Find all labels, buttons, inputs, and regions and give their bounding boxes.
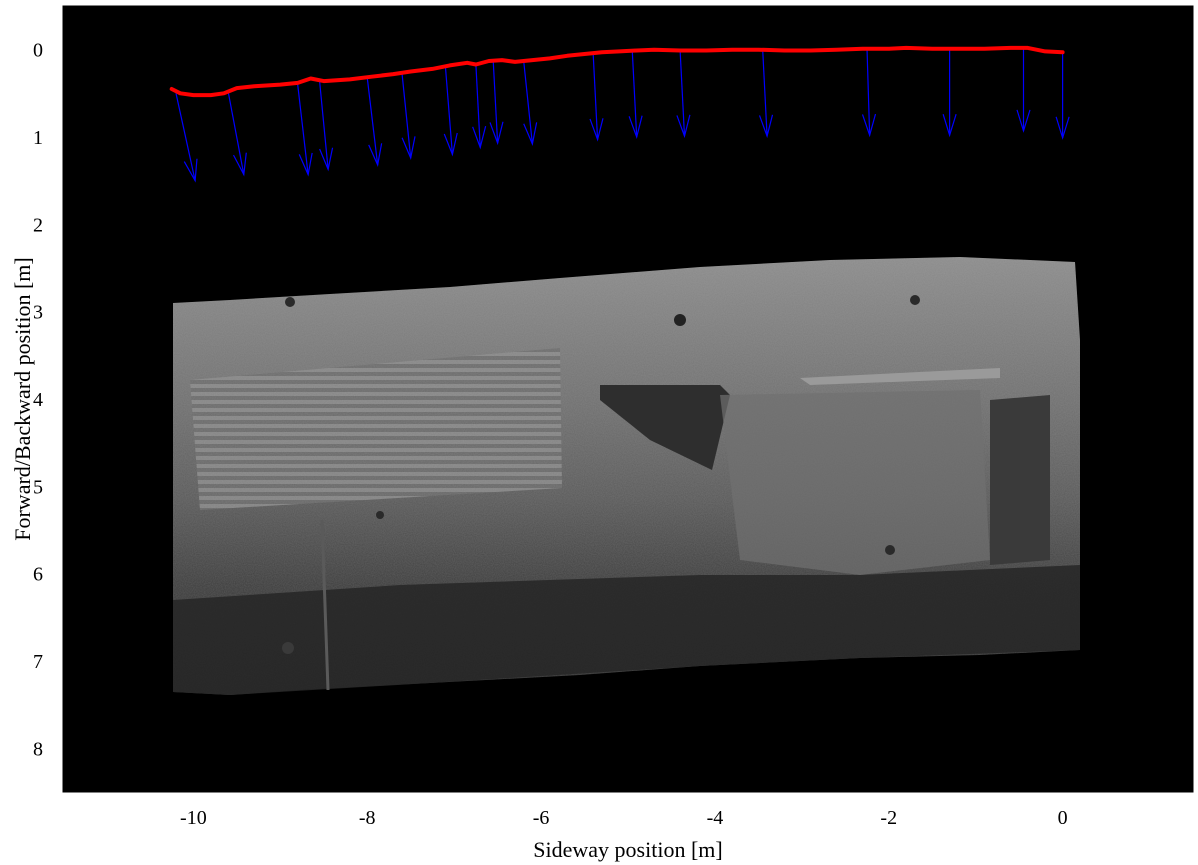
quiver-arrow [758, 50, 774, 139]
sonar-mosaic-image [173, 257, 1080, 695]
quiver-arrow [401, 73, 416, 160]
quiver-arrow [1055, 52, 1070, 140]
y-axis-label: Forward/Backward position [m] [10, 257, 35, 541]
y-tick-label: 7 [33, 651, 43, 673]
y-tick-label: 1 [33, 127, 43, 149]
y-tick-label: 0 [33, 40, 43, 62]
x-tick-label: -4 [707, 807, 724, 829]
quiver-series [175, 47, 1070, 183]
trajectory-series [169, 45, 1065, 98]
quiver-arrow [227, 91, 247, 177]
quiver-arrow [297, 84, 313, 177]
quiver-arrow [472, 64, 487, 150]
y-axis-ticks: 0 1 2 3 4 5 6 7 8 [33, 40, 1193, 760]
x-axis-ticks: -10 -8 -6 -4 -2 0 [180, 6, 1068, 829]
quiver-arrow [175, 93, 198, 183]
quiver-arrow [676, 51, 691, 139]
quiver-arrow [489, 61, 504, 146]
x-tick-label: -2 [880, 807, 897, 829]
y-tick-label: 2 [33, 214, 43, 236]
quiver-arrow [1016, 47, 1031, 133]
y-tick-label: 6 [33, 564, 43, 586]
x-axis-label: Sideway position [m] [533, 837, 722, 862]
quiver-arrow [443, 67, 458, 157]
x-tick-label: -6 [533, 807, 550, 829]
x-tick-label: -8 [359, 807, 376, 829]
quiver-arrow [318, 79, 334, 172]
x-tick-label: -10 [180, 807, 207, 829]
quiver-arrow [366, 77, 383, 167]
quiver-arrow [628, 52, 643, 140]
y-tick-label: 3 [33, 302, 43, 324]
y-tick-label: 4 [33, 389, 43, 411]
y-tick-label: 5 [33, 476, 43, 498]
quiver-arrow [589, 54, 604, 142]
trajectory-line [169, 45, 1065, 98]
y-tick-label: 8 [33, 738, 43, 760]
quiver-arrow [942, 49, 957, 138]
x-tick-label: 0 [1058, 807, 1068, 829]
quiver-arrow [523, 60, 538, 147]
quiver-arrow [861, 49, 877, 138]
